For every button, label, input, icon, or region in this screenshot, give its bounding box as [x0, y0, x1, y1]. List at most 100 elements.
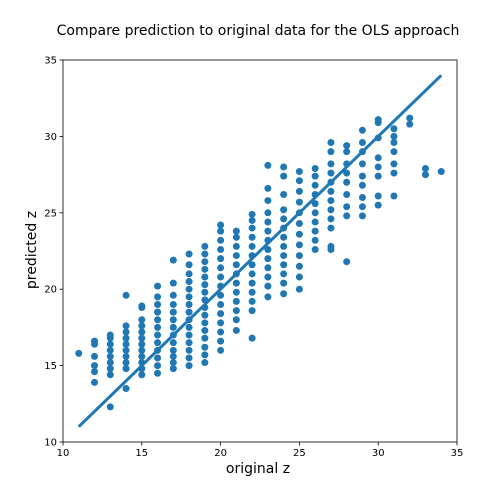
scatter-point — [232, 252, 240, 260]
scatter-point — [327, 215, 335, 223]
scatter-point — [358, 203, 366, 211]
scatter-point — [264, 227, 272, 235]
scatter-point — [232, 316, 240, 324]
scatter-point — [343, 142, 351, 150]
x-tick-label: 10 — [57, 448, 70, 459]
scatter-point — [201, 334, 209, 342]
scatter-point — [91, 352, 99, 360]
scatter-point — [232, 261, 240, 269]
scatter-point — [295, 187, 303, 195]
scatter-point — [122, 352, 130, 360]
scatter-point — [138, 322, 146, 330]
scatter-point — [201, 250, 209, 258]
scatter-point — [169, 365, 177, 373]
scatter-point — [343, 148, 351, 156]
scatter-point — [406, 114, 414, 122]
y-tick-label: 15 — [44, 361, 57, 372]
scatter-point — [154, 300, 162, 308]
scatter-point — [311, 218, 319, 226]
scatter-point — [185, 354, 193, 362]
scatter-point — [185, 300, 193, 308]
scatter-point — [311, 236, 319, 244]
scatter-point — [374, 201, 382, 209]
scatter-point — [91, 337, 99, 345]
scatter-point — [343, 203, 351, 211]
scatter-point — [327, 169, 335, 177]
scatter-point — [169, 279, 177, 287]
scatter-point — [154, 354, 162, 362]
scatter-point — [421, 164, 429, 172]
scatter-point — [169, 323, 177, 331]
scatter-point — [232, 227, 240, 235]
scatter-point — [185, 285, 193, 293]
scatter-point — [374, 192, 382, 200]
scatter-point — [374, 154, 382, 162]
scatter-point — [154, 369, 162, 377]
scatter-point — [169, 359, 177, 367]
scatter-point — [122, 334, 130, 342]
scatter-point — [201, 351, 209, 359]
scatter-point — [232, 279, 240, 287]
scatter-point — [311, 164, 319, 172]
scatter-point — [358, 212, 366, 220]
scatter-point — [138, 334, 146, 342]
scatter-point — [217, 328, 225, 336]
scatter-point — [122, 340, 130, 348]
scatter-point — [138, 302, 146, 310]
scatter-point — [343, 178, 351, 186]
scatter-point — [327, 197, 335, 205]
scatter-point — [138, 316, 146, 324]
scatter-point — [122, 346, 130, 354]
scatter-point — [390, 125, 398, 133]
scatter-points-group — [75, 114, 445, 411]
y-tick-label: 30 — [44, 132, 57, 143]
scatter-point — [390, 169, 398, 177]
scatter-point — [327, 187, 335, 195]
scatter-point — [122, 385, 130, 393]
scatter-point — [169, 256, 177, 264]
scatter-point — [311, 181, 319, 189]
scatter-point — [374, 172, 382, 180]
scatter-point — [185, 346, 193, 354]
scatter-point — [91, 362, 99, 370]
scatter-point — [295, 219, 303, 227]
scatter-point — [248, 210, 256, 218]
scatter-point — [358, 139, 366, 147]
scatter-point — [295, 262, 303, 270]
scatter-point — [217, 319, 225, 327]
y-tick-label: 20 — [44, 285, 57, 296]
x-tick-label: 35 — [451, 448, 464, 459]
scatter-point — [106, 331, 114, 339]
scatter-point — [374, 116, 382, 124]
scatter-point — [264, 218, 272, 226]
scatter-point — [217, 346, 225, 354]
scatter-point — [311, 227, 319, 235]
scatter-point — [264, 282, 272, 290]
scatter-point — [264, 161, 272, 169]
scatter-point — [264, 184, 272, 192]
scatter-point — [91, 368, 99, 376]
scatter-point — [185, 270, 193, 278]
scatter-point — [185, 293, 193, 301]
scatter-point — [169, 346, 177, 354]
scatter-point — [201, 258, 209, 266]
scatter-point — [280, 172, 288, 180]
scatter-point — [106, 359, 114, 367]
scatter-point — [106, 352, 114, 360]
scatter-point — [106, 346, 114, 354]
scatter-point — [248, 334, 256, 342]
scatter-point — [217, 236, 225, 244]
scatter-point — [280, 233, 288, 241]
scatter-point — [122, 322, 130, 330]
scatter-point — [280, 270, 288, 278]
x-tick-label: 20 — [214, 448, 227, 459]
scatter-point — [217, 264, 225, 272]
scatter-point — [138, 340, 146, 348]
scatter-point — [327, 139, 335, 147]
scatter-point — [280, 290, 288, 298]
scatter-point — [232, 307, 240, 315]
scatter-point — [106, 403, 114, 411]
scatter-point — [358, 194, 366, 202]
scatter-point — [343, 169, 351, 177]
scatter-point — [248, 279, 256, 287]
